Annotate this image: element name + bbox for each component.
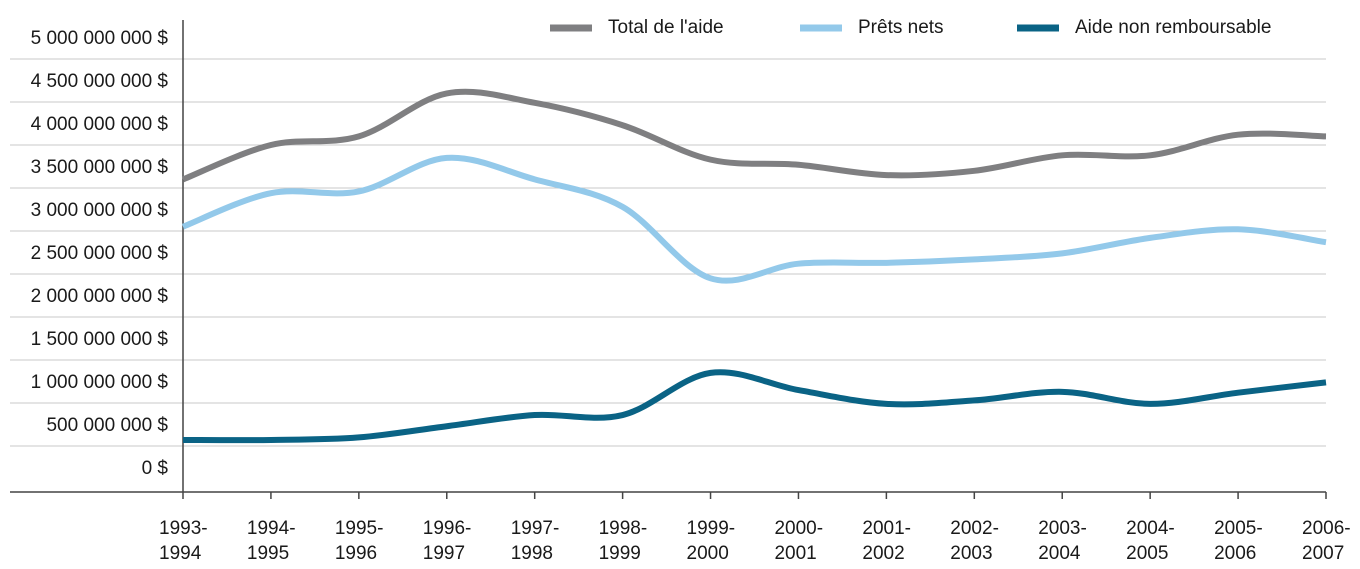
- legend-label: Total de l'aide: [608, 17, 724, 38]
- x-tick-label: 1994-1995: [246, 518, 296, 564]
- x-tick-label: 2004-2005: [1126, 518, 1175, 564]
- line-series: [181, 88, 1327, 183]
- x-tick-label: 2002-2003: [950, 518, 999, 564]
- y-tick-label: 1 500 000 000 $: [31, 329, 169, 350]
- y-tick-label: 0 $: [142, 458, 169, 479]
- line-series: [181, 154, 1327, 284]
- y-tick-label: 2 000 000 000 $: [31, 286, 169, 307]
- y-tick-label: 1 000 000 000 $: [31, 372, 169, 393]
- y-tick-label: 4 000 000 000 $: [31, 114, 169, 135]
- x-tick-label: 1995-1996: [334, 518, 384, 564]
- y-tick-label: 500 000 000 $: [46, 415, 168, 436]
- x-tick-label: 2005-2006: [1214, 518, 1263, 564]
- x-tick-label: 1997-1998: [510, 518, 560, 564]
- y-tick-label: 2 500 000 000 $: [31, 243, 169, 264]
- legend-label: Prêts nets: [858, 17, 944, 38]
- x-tick-label: 1999-2000: [686, 518, 736, 564]
- x-tick-label: 2003-2004: [1038, 518, 1087, 564]
- y-tick-label: 4 500 000 000 $: [31, 71, 169, 92]
- y-tick-label: 3 500 000 000 $: [31, 157, 169, 178]
- legend-label: Aide non remboursable: [1075, 17, 1271, 38]
- x-tick-label: 2006-2007: [1302, 518, 1351, 564]
- x-tick-label: 1996-1997: [422, 518, 472, 564]
- line-series: [182, 369, 1327, 444]
- x-tick-label: 1998-1999: [598, 518, 648, 564]
- x-tick-label: 1993-1994: [159, 518, 208, 564]
- x-tick-label: 2001-2002: [862, 518, 911, 564]
- y-tick-label: 5 000 000 000 $: [31, 28, 169, 49]
- x-tick-label: 2000-2001: [774, 518, 824, 564]
- y-tick-label: 3 000 000 000 $: [31, 200, 169, 221]
